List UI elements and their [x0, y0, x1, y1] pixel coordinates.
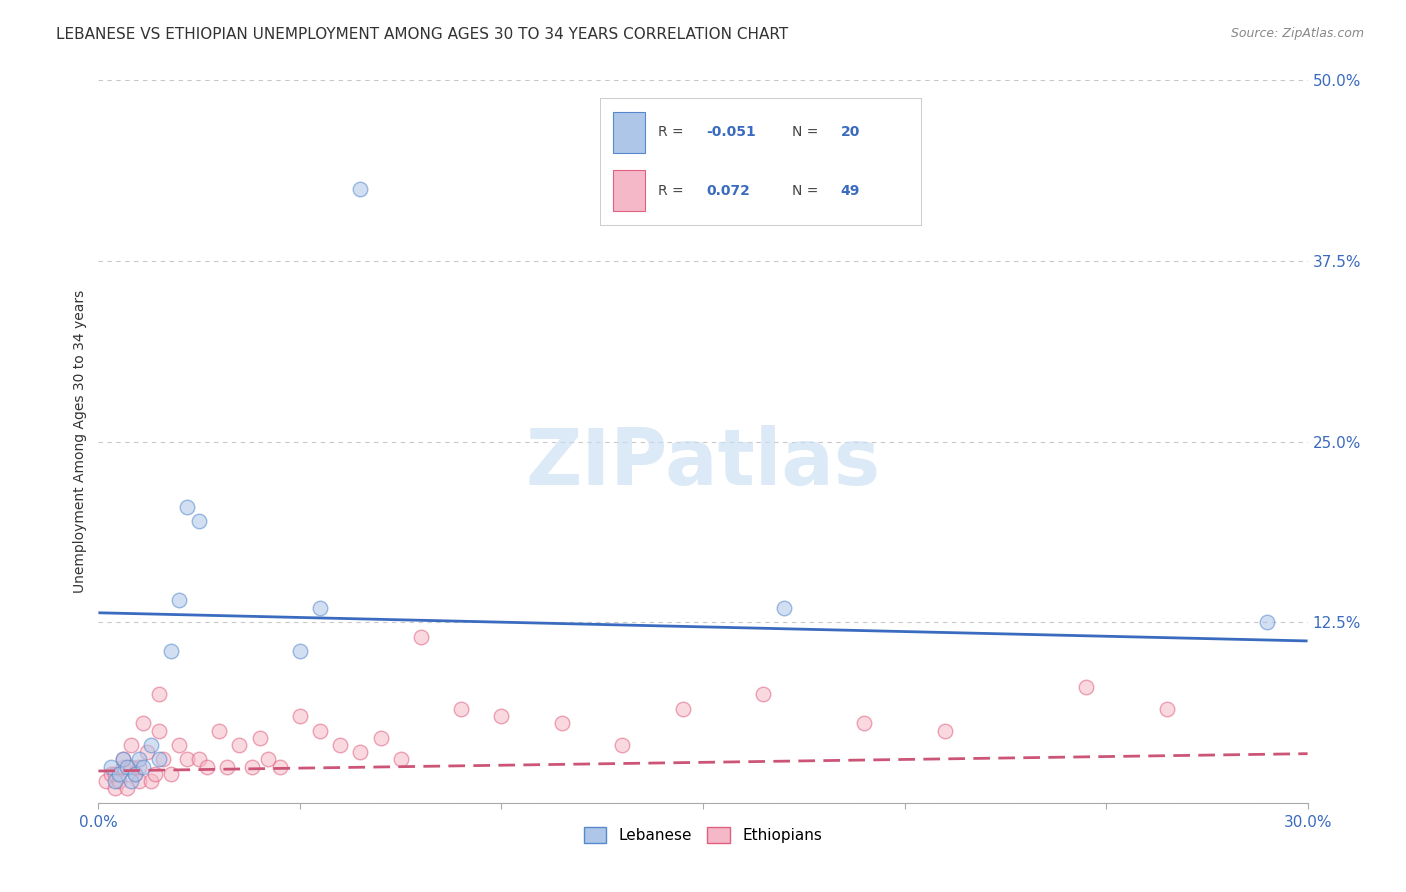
Point	[128, 774, 150, 789]
Point	[491, 709, 513, 723]
Point	[370, 731, 392, 745]
Point	[288, 709, 311, 723]
Point	[309, 600, 332, 615]
Point	[128, 760, 150, 774]
Point	[103, 767, 125, 781]
Point	[160, 767, 183, 781]
Point	[124, 767, 146, 781]
Point	[772, 600, 794, 615]
Point	[176, 752, 198, 766]
Text: LEBANESE VS ETHIOPIAN UNEMPLOYMENT AMONG AGES 30 TO 34 YEARS CORRELATION CHART: LEBANESE VS ETHIOPIAN UNEMPLOYMENT AMONG…	[56, 27, 789, 42]
Point	[96, 774, 118, 789]
Point	[188, 514, 211, 528]
Point	[124, 767, 146, 781]
Point	[115, 760, 138, 774]
Point	[111, 760, 134, 774]
Point	[167, 593, 190, 607]
Point	[195, 760, 218, 774]
Point	[349, 182, 371, 196]
Point	[288, 644, 311, 658]
Point	[450, 702, 472, 716]
Point	[120, 774, 142, 789]
Point	[167, 738, 190, 752]
Point	[100, 767, 122, 781]
Point	[228, 738, 250, 752]
Point	[111, 752, 134, 766]
Point	[1156, 702, 1178, 716]
Point	[188, 752, 211, 766]
Point	[389, 752, 412, 766]
Point	[934, 723, 956, 738]
Point	[148, 752, 170, 766]
Legend: Lebanese, Ethiopians: Lebanese, Ethiopians	[578, 822, 828, 849]
Point	[240, 760, 263, 774]
Point	[672, 702, 695, 716]
Point	[135, 745, 157, 759]
Point	[208, 723, 231, 738]
Point	[269, 760, 291, 774]
Point	[309, 723, 332, 738]
Y-axis label: Unemployment Among Ages 30 to 34 years: Unemployment Among Ages 30 to 34 years	[73, 290, 87, 593]
Point	[103, 781, 125, 796]
Point	[256, 752, 278, 766]
Point	[103, 774, 125, 789]
Point	[132, 760, 155, 774]
Point	[120, 760, 142, 774]
Point	[1256, 615, 1278, 630]
Point	[176, 500, 198, 514]
Text: ZIPatlas: ZIPatlas	[526, 425, 880, 501]
Point	[139, 774, 162, 789]
Point	[752, 687, 775, 701]
Point	[107, 767, 129, 781]
Point	[409, 630, 432, 644]
Point	[148, 723, 170, 738]
Point	[132, 716, 155, 731]
Point	[349, 745, 371, 759]
Point	[143, 767, 166, 781]
Point	[100, 760, 122, 774]
Point	[152, 752, 174, 766]
Point	[139, 738, 162, 752]
Point	[853, 716, 876, 731]
Point	[551, 716, 574, 731]
Point	[148, 687, 170, 701]
Point	[217, 760, 239, 774]
Text: Source: ZipAtlas.com: Source: ZipAtlas.com	[1230, 27, 1364, 40]
Point	[612, 738, 634, 752]
Point	[111, 752, 134, 766]
Point	[115, 781, 138, 796]
Point	[160, 644, 183, 658]
Point	[329, 738, 352, 752]
Point	[107, 774, 129, 789]
Point	[120, 738, 142, 752]
Point	[128, 752, 150, 766]
Point	[1074, 680, 1097, 694]
Point	[249, 731, 271, 745]
